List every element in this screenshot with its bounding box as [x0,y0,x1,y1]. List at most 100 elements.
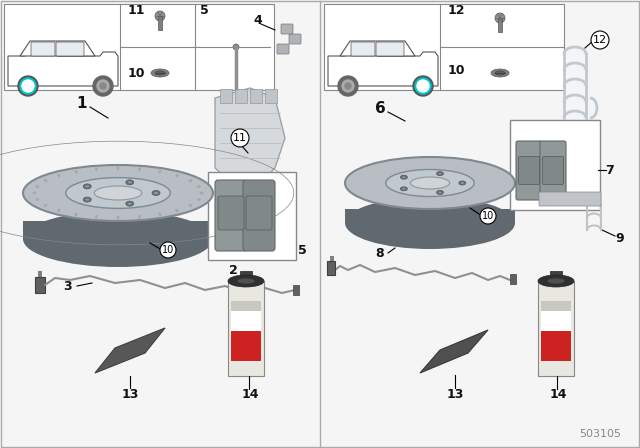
Ellipse shape [84,198,90,201]
FancyBboxPatch shape [539,192,601,206]
Text: 12: 12 [593,35,607,45]
Ellipse shape [95,167,98,171]
Polygon shape [23,221,213,239]
Circle shape [419,82,427,90]
Bar [293,285,299,295]
Circle shape [345,83,351,89]
Ellipse shape [44,179,47,182]
Ellipse shape [438,172,442,175]
Ellipse shape [158,170,161,173]
Text: 8: 8 [376,246,384,259]
Text: 14: 14 [549,388,567,401]
Bar [324,4,564,90]
Bar [510,120,600,210]
Polygon shape [20,41,95,56]
Ellipse shape [491,69,509,77]
Polygon shape [420,330,488,373]
Text: 6: 6 [374,100,385,116]
Ellipse shape [402,188,406,190]
Circle shape [338,76,358,96]
Ellipse shape [196,198,201,201]
Bar [541,331,571,361]
Ellipse shape [154,191,159,194]
FancyBboxPatch shape [543,156,563,185]
Polygon shape [95,328,165,373]
Ellipse shape [410,177,449,189]
Text: 5: 5 [200,4,209,17]
Bar [231,311,261,331]
Polygon shape [340,41,415,56]
Ellipse shape [401,187,408,191]
Circle shape [18,76,38,96]
Bar [231,331,261,361]
Text: 10: 10 [482,211,494,221]
FancyBboxPatch shape [246,196,272,230]
Ellipse shape [538,275,574,287]
Bar [231,301,261,311]
Bar [250,89,262,103]
Ellipse shape [401,175,408,179]
Text: 7: 7 [605,164,614,177]
FancyBboxPatch shape [277,44,289,54]
Bar [220,89,232,103]
Text: 3: 3 [64,280,72,293]
Circle shape [417,80,429,92]
Ellipse shape [237,278,255,284]
Ellipse shape [125,201,134,206]
FancyBboxPatch shape [243,180,275,251]
Ellipse shape [175,174,179,177]
Polygon shape [345,209,515,223]
Bar [228,281,264,376]
Ellipse shape [460,182,464,184]
Ellipse shape [196,185,201,188]
Ellipse shape [152,190,160,195]
Circle shape [415,78,431,94]
Text: 13: 13 [122,388,139,401]
Text: 9: 9 [616,232,624,245]
FancyBboxPatch shape [540,141,566,200]
FancyBboxPatch shape [351,42,375,56]
Ellipse shape [436,172,444,176]
Bar [510,274,516,284]
Bar [235,89,247,103]
Circle shape [233,44,239,50]
Ellipse shape [94,186,141,200]
Text: 10: 10 [162,245,174,255]
Ellipse shape [200,191,204,194]
FancyBboxPatch shape [516,141,542,200]
FancyBboxPatch shape [289,34,301,44]
Ellipse shape [66,177,170,208]
Ellipse shape [459,181,466,185]
Text: 10: 10 [448,64,465,77]
Text: 503105: 503105 [579,429,621,439]
Ellipse shape [116,166,120,170]
Text: 2: 2 [228,263,237,276]
Ellipse shape [547,278,565,284]
Bar [541,301,571,311]
Ellipse shape [138,167,141,171]
Ellipse shape [125,180,134,185]
Ellipse shape [189,179,192,182]
Ellipse shape [438,191,442,194]
Ellipse shape [75,212,78,216]
Circle shape [342,80,354,92]
FancyBboxPatch shape [215,180,247,251]
FancyBboxPatch shape [281,24,293,34]
Ellipse shape [138,215,141,219]
Text: 14: 14 [241,388,259,401]
FancyBboxPatch shape [376,42,404,56]
Ellipse shape [158,212,161,216]
FancyBboxPatch shape [518,156,540,185]
Bar [35,277,45,293]
Circle shape [97,80,109,92]
Bar [330,256,334,261]
Polygon shape [328,52,438,86]
Ellipse shape [155,71,165,75]
Text: 5: 5 [298,244,307,257]
Polygon shape [8,52,118,86]
Ellipse shape [116,215,120,220]
Ellipse shape [83,197,92,202]
Circle shape [100,83,106,89]
Circle shape [495,13,505,23]
Text: 11: 11 [128,4,145,17]
